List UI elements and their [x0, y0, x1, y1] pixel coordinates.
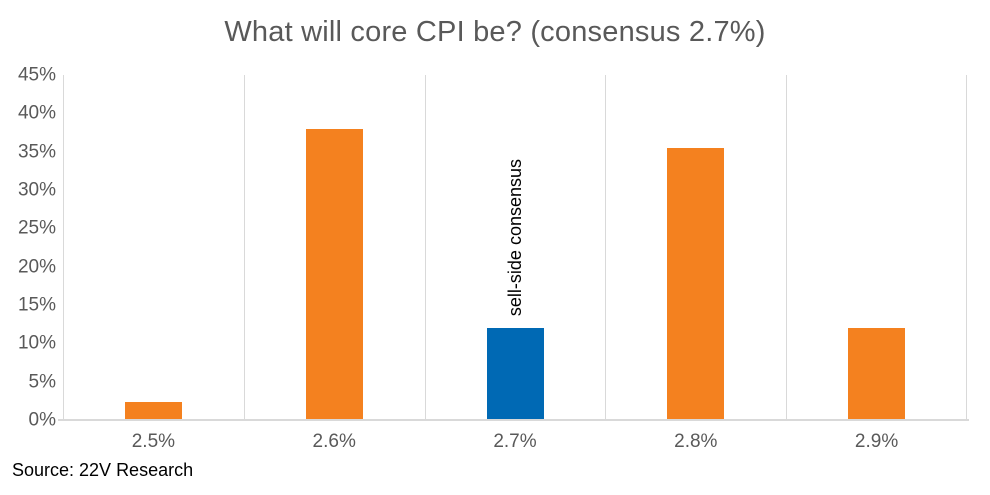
bar-2.5% [124, 401, 182, 420]
consensus-annotation: sell-side consensus [505, 158, 525, 316]
plot-area: sell-side consensus [63, 75, 967, 420]
x-axis-tick-label: 2.9% [854, 431, 899, 452]
bar-2.6% [305, 128, 363, 420]
source-note: Source: 22V Research [12, 460, 194, 480]
gridline [605, 75, 607, 420]
x-axis-tick-label: 2.8% [674, 431, 718, 452]
gridline [424, 75, 426, 420]
y-axis-tick-label: 0% [28, 409, 56, 431]
y-axis-tick-label: 20% [17, 256, 56, 278]
y-axis-tick-label: 45% [17, 64, 56, 86]
x-axis-line [58, 419, 969, 421]
gridline [786, 75, 788, 420]
y-axis-tick-label: 25% [17, 217, 56, 239]
y-axis-tick-label: 35% [17, 141, 56, 163]
bar-2.8% [667, 147, 725, 420]
y-axis-tick-label: 10% [17, 332, 56, 354]
chart-title: What will core CPI be? (consensus 2.7%) [224, 16, 766, 48]
x-axis-tick-label: 2.6% [312, 431, 356, 452]
y-axis-tick-label: 5% [28, 371, 56, 393]
x-axis-tick-label: 2.7% [493, 431, 537, 452]
y-axis-tick-label: 40% [17, 102, 56, 124]
x-axis-tick-label: 2.5% [131, 431, 176, 452]
bar-2.7% [486, 328, 544, 420]
y-axis-tick-label: 30% [17, 179, 56, 201]
gridline [63, 75, 64, 420]
gridline [966, 75, 967, 420]
bar-2.9% [848, 328, 906, 420]
gridline [243, 75, 245, 420]
y-axis-tick-label: 15% [17, 294, 56, 316]
